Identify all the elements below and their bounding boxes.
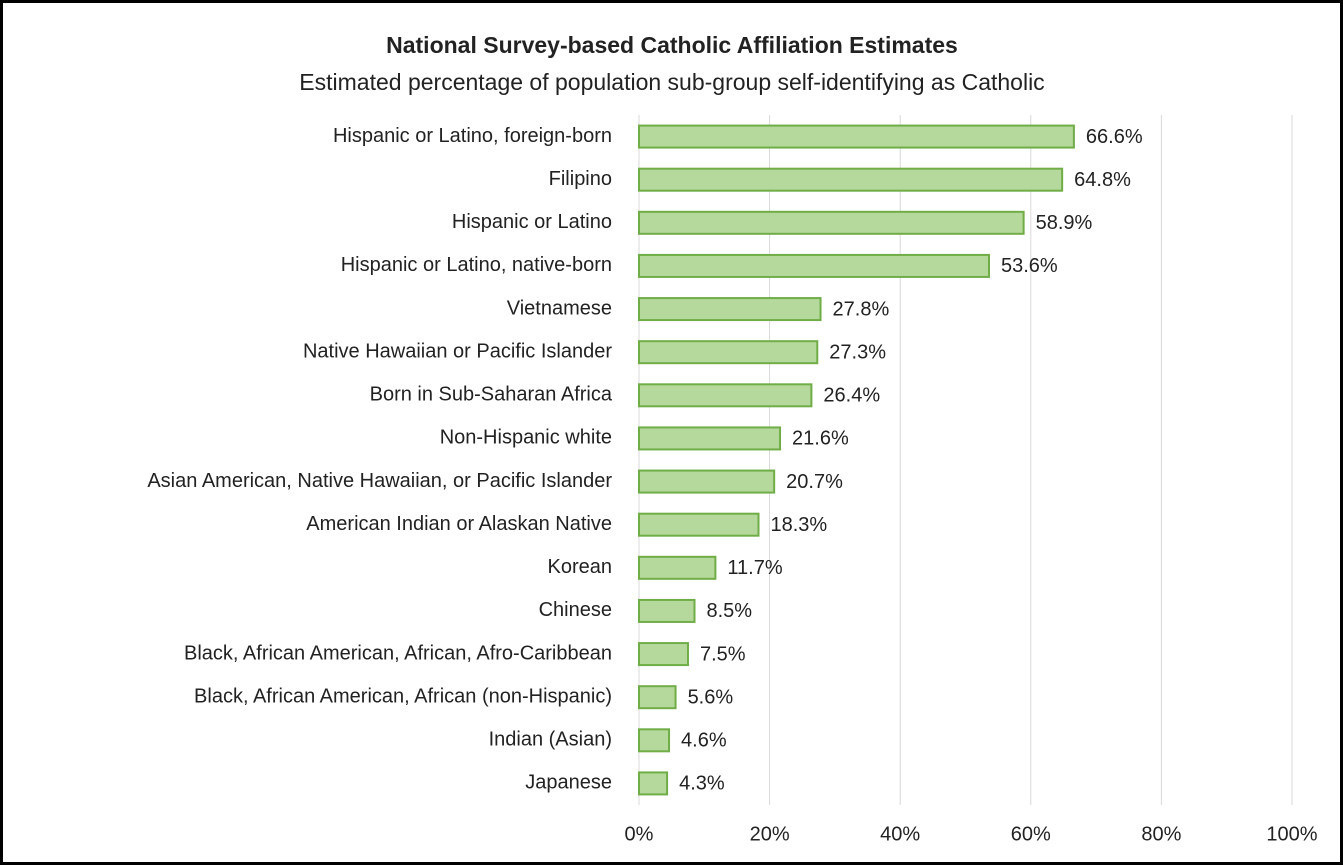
x-tick-label: 40% xyxy=(880,823,920,845)
bar xyxy=(638,210,1025,235)
value-label: 8.5% xyxy=(707,600,753,622)
bar xyxy=(638,598,696,623)
y-tick-label: Black, African American, African (non-Hi… xyxy=(194,685,612,707)
y-tick-label: Korean xyxy=(548,556,613,578)
bar xyxy=(638,512,760,537)
value-label: 64.8% xyxy=(1074,169,1131,191)
x-tick-label: 100% xyxy=(1266,823,1317,845)
bar xyxy=(638,685,677,710)
bar xyxy=(638,555,717,580)
x-tick-label: 60% xyxy=(1011,823,1051,845)
y-tick-label: American Indian or Alaskan Native xyxy=(306,513,612,535)
value-label: 27.3% xyxy=(829,341,886,363)
bar xyxy=(638,297,822,322)
y-tick-label: Chinese xyxy=(539,599,612,621)
y-tick-label: Born in Sub-Saharan Africa xyxy=(370,384,613,406)
y-tick-label: Japanese xyxy=(525,772,612,794)
chart-title: National Survey-based Catholic Affiliati… xyxy=(386,32,958,58)
bar xyxy=(638,469,776,494)
chart-subtitle: Estimated percentage of population sub-g… xyxy=(299,69,1044,95)
y-tick-label: Hispanic or Latino, foreign-born xyxy=(333,125,612,147)
y-tick-label: Indian (Asian) xyxy=(489,729,612,751)
value-label: 7.5% xyxy=(700,643,746,665)
value-label: 58.9% xyxy=(1036,212,1093,234)
x-tick-label: 80% xyxy=(1141,823,1181,845)
value-label: 27.8% xyxy=(833,298,890,320)
y-tick-label: Asian American, Native Hawaiian, or Paci… xyxy=(147,470,612,492)
value-label: 11.7% xyxy=(727,557,782,579)
y-tick-label: Hispanic or Latino, native-born xyxy=(341,254,612,276)
value-label: 53.6% xyxy=(1001,255,1058,277)
bar xyxy=(638,642,689,667)
value-label: 21.6% xyxy=(792,428,849,450)
y-tick-label: Non-Hispanic white xyxy=(440,427,612,449)
bar xyxy=(638,253,991,278)
bar xyxy=(638,383,813,408)
value-label: 4.6% xyxy=(681,730,727,752)
bar xyxy=(638,426,782,451)
x-tick-label: 20% xyxy=(750,823,790,845)
value-label: 4.3% xyxy=(679,773,725,795)
value-label: 18.3% xyxy=(770,514,827,536)
value-label: 26.4% xyxy=(823,385,880,407)
bar xyxy=(638,124,1075,149)
value-label: 5.6% xyxy=(688,686,734,708)
bar xyxy=(638,167,1064,192)
value-label: 66.6% xyxy=(1086,126,1143,148)
x-tick-label: 0% xyxy=(625,823,654,845)
y-tick-label: Vietnamese xyxy=(507,297,612,319)
y-tick-label: Filipino xyxy=(549,168,612,190)
y-tick-label: Black, African American, African, Afro-C… xyxy=(184,642,612,664)
bar xyxy=(638,771,669,796)
value-label: 20.7% xyxy=(786,471,843,493)
bar xyxy=(638,340,819,365)
y-tick-label: Native Hawaiian or Pacific Islander xyxy=(303,340,612,362)
y-tick-label: Hispanic or Latino xyxy=(452,211,612,233)
bar xyxy=(638,728,671,753)
